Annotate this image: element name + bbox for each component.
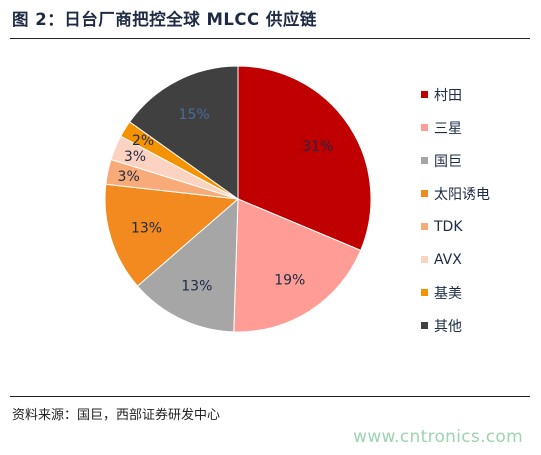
legend-item-3: 太阳诱电 bbox=[421, 177, 490, 210]
legend-label-2: 国巨 bbox=[434, 153, 462, 170]
pie-slice-7 bbox=[128, 65, 239, 200]
legend-swatch-2 bbox=[421, 157, 428, 164]
pie-slice-2 bbox=[136, 197, 239, 333]
pie-slice-1 bbox=[233, 198, 362, 333]
watermark: www.cntronics.com bbox=[353, 427, 523, 447]
legend-swatch-3 bbox=[421, 190, 428, 197]
source-note: 资料来源：国巨，西部证券研发中心 bbox=[12, 408, 221, 423]
title-divider bbox=[10, 38, 530, 39]
legend-label-1: 三星 bbox=[434, 120, 462, 137]
legend-label-5: AVX bbox=[434, 251, 462, 268]
legend-item-7: 其他 bbox=[421, 309, 490, 342]
slice-label-5: 3% bbox=[124, 149, 146, 165]
legend-item-1: 三星 bbox=[421, 111, 490, 144]
legend-swatch-0 bbox=[421, 91, 428, 98]
slice-label-3: 13% bbox=[131, 220, 162, 236]
legend-label-7: 其他 bbox=[434, 318, 462, 335]
slice-label-4: 3% bbox=[118, 169, 140, 185]
legend-swatch-6 bbox=[421, 289, 428, 296]
source-divider bbox=[10, 396, 530, 397]
slice-label-2: 13% bbox=[181, 278, 212, 294]
legend-item-2: 国巨 bbox=[421, 144, 490, 177]
chart-legend: 村田三星国巨太阳诱电 TDK AVX 基美其他 bbox=[421, 78, 490, 342]
slice-label-7: 15% bbox=[179, 107, 210, 123]
slice-label-1: 19% bbox=[274, 273, 305, 289]
legend-swatch-1 bbox=[421, 124, 428, 131]
pie-slice-3 bbox=[104, 183, 240, 287]
legend-swatch-5 bbox=[421, 256, 428, 263]
legend-swatch-4 bbox=[421, 223, 428, 230]
legend-item-0: 村田 bbox=[421, 78, 490, 111]
legend-label-4: TDK bbox=[434, 218, 463, 235]
legend-swatch-7 bbox=[421, 322, 428, 329]
legend-label-0: 村田 bbox=[434, 87, 462, 104]
slice-label-6: 2% bbox=[132, 133, 154, 149]
slice-label-0: 31% bbox=[302, 139, 333, 155]
legend-label-6: 基美 bbox=[434, 285, 462, 302]
pie-slice-0 bbox=[237, 65, 372, 252]
legend-item-6: 基美 bbox=[421, 276, 490, 309]
legend-item-5: AVX bbox=[421, 243, 490, 276]
legend-item-4: TDK bbox=[421, 210, 490, 243]
chart-title: 图 2：日台厂商把控全球 MLCC 供应链 bbox=[12, 10, 317, 29]
legend-label-3: 太阳诱电 bbox=[434, 186, 490, 203]
